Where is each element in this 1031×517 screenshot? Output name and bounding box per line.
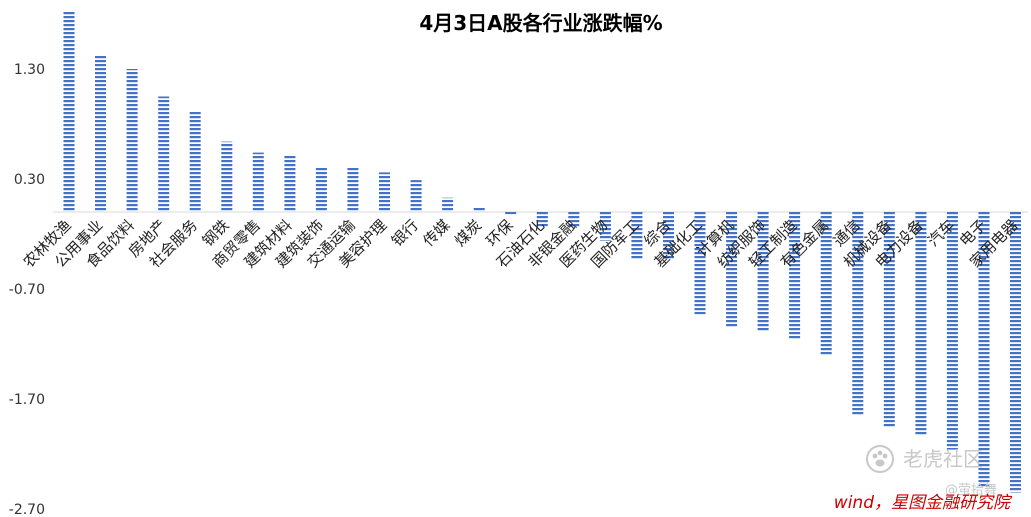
y-tick-label: -1.70: [9, 392, 45, 408]
tiger-paw-icon: [866, 445, 894, 473]
watermark: 老虎社区 @萤拾舞: [866, 445, 997, 498]
bar: [757, 212, 769, 331]
bar: [95, 55, 106, 212]
bar: [252, 152, 264, 212]
bar: [221, 141, 233, 212]
bar: [158, 96, 170, 212]
y-tick-label: -2.70: [9, 502, 45, 517]
bar: [379, 172, 390, 212]
y-axis-tick-labels: 1.30 0.30 -0.70 -1.70 -2.70: [9, 62, 45, 517]
bar: [315, 168, 327, 212]
bar: [126, 69, 138, 212]
y-tick-label: 0.30: [14, 172, 45, 188]
bar: [789, 212, 801, 339]
bar: [189, 111, 201, 212]
bar: [852, 212, 864, 416]
bar-series: [63, 11, 1021, 493]
watermark-handle: @萤拾舞: [945, 483, 997, 498]
bar: [536, 212, 548, 227]
y-tick-label: 1.30: [14, 62, 45, 78]
bar: [442, 197, 454, 212]
bar: [410, 180, 422, 212]
bar: [505, 212, 517, 215]
bar: [978, 212, 990, 487]
bar: [726, 212, 738, 328]
bar: [63, 11, 75, 212]
bar: [284, 155, 296, 212]
bar: [915, 212, 927, 436]
bar: [663, 212, 674, 260]
bar: [347, 168, 359, 212]
bar: [820, 212, 832, 355]
bar: [473, 207, 485, 212]
bar: [1010, 212, 1021, 493]
source-note: wind，星图金融研究院: [834, 493, 1013, 513]
bar: [946, 212, 958, 450]
chart-title: 4月3日A股各行业涨跌幅%: [419, 11, 662, 35]
bar: [883, 212, 895, 427]
bar: [694, 212, 706, 315]
bar: [631, 212, 643, 260]
bar: [568, 212, 580, 227]
y-tick-label: -0.70: [9, 282, 45, 298]
bar: [599, 212, 611, 241]
watermark-brand: 老虎社区: [903, 447, 983, 471]
